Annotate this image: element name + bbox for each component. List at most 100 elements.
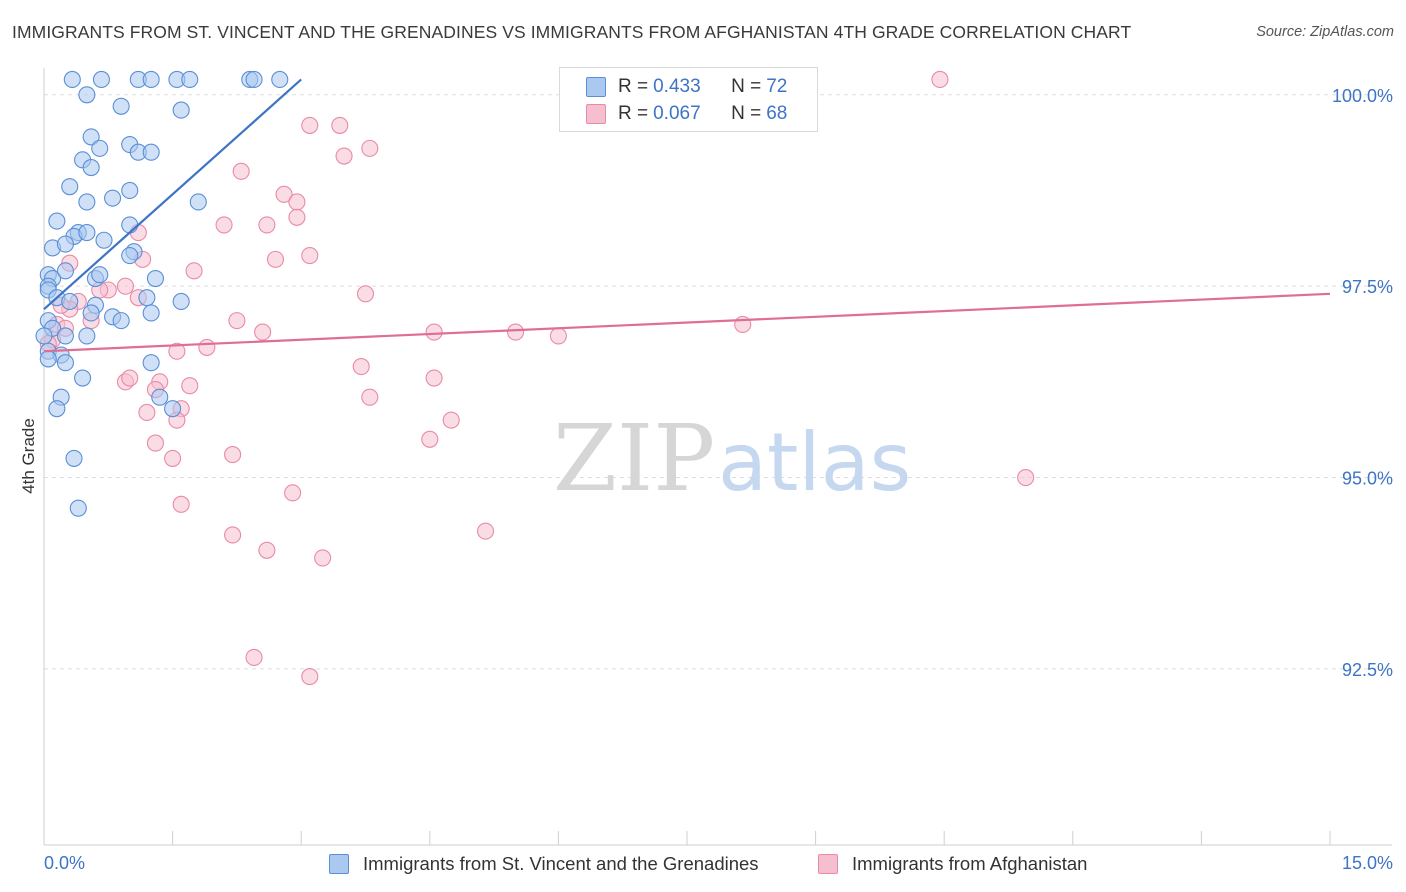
st-vincent-point	[142, 70, 160, 89]
afghanistan-point	[266, 250, 285, 268]
afghanistan-point	[356, 285, 375, 303]
series-swatch-blue	[329, 854, 349, 874]
legend-n-value: 68	[766, 103, 788, 124]
series-label-st-vincent: Immigrants from St. Vincent and the Gren…	[363, 853, 759, 874]
st-vincent-point	[92, 70, 110, 89]
watermark: ZIP atlas	[553, 405, 911, 512]
y-tick-label: 100.0%	[1332, 86, 1393, 106]
trend-lines	[43, 78, 1331, 353]
st-vincent-point	[82, 128, 100, 146]
afghanistan-point	[215, 216, 233, 234]
afghanistan-point	[288, 208, 306, 226]
afghanistan-point	[288, 193, 306, 211]
legend-n-value: 72	[766, 76, 788, 97]
st-vincent-point	[172, 292, 190, 311]
st-vincent-point	[78, 327, 96, 345]
afghanistan-point	[224, 446, 242, 464]
st-vincent-trend-line	[43, 78, 302, 310]
afghanistan-point	[931, 70, 949, 89]
afghanistan-point	[425, 323, 443, 341]
x-axis-ticks	[172, 831, 1331, 845]
st-vincent-point	[82, 158, 100, 177]
afghanistan-point	[476, 522, 495, 540]
st-vincent-point	[142, 354, 160, 372]
afghanistan-point	[352, 358, 370, 376]
gridlines	[44, 94, 1392, 670]
afghanistan-point	[361, 388, 379, 406]
afghanistan-point	[314, 549, 332, 567]
afghanistan-point	[116, 277, 134, 295]
afghanistan-point	[164, 449, 182, 467]
legend-r-label: R =	[618, 76, 649, 97]
st-vincent-point	[56, 327, 74, 345]
afghanistan-point	[172, 495, 190, 513]
series-swatch-pink	[818, 854, 838, 874]
afghanistan-trend-line	[43, 292, 1331, 353]
afghanistan-point	[198, 338, 216, 356]
st-vincent-point	[245, 70, 263, 89]
y-axis-label: 4th Grade	[19, 418, 38, 494]
afghanistan-point	[185, 262, 203, 280]
y-axis-tick-labels: 100.0% 97.5% 95.0% 92.5%	[1332, 86, 1393, 680]
st-vincent-point	[56, 262, 74, 280]
afghanistan-point	[549, 327, 567, 345]
afghanistan-point	[506, 323, 525, 341]
legend-r-value: 0.433	[653, 76, 701, 97]
st-vincent-point	[164, 400, 182, 418]
st-vincent-point	[181, 70, 199, 89]
st-vincent-point	[56, 354, 74, 372]
st-vincent-point	[91, 139, 109, 157]
afghanistan-point	[121, 369, 139, 387]
watermark-atlas: atlas	[718, 416, 911, 509]
afghanistan-point	[301, 668, 319, 686]
x-tick-label-max: 15.0%	[1342, 853, 1393, 873]
legend-n-label: N =	[731, 76, 762, 97]
st-vincent-point	[121, 181, 139, 200]
afghanistan-point	[361, 139, 379, 157]
afghanistan-point	[1017, 469, 1035, 487]
afghanistan-point	[442, 411, 460, 429]
st-vincent-point	[95, 231, 113, 249]
afghanistan-point	[301, 116, 319, 134]
legend-n-label: N =	[731, 103, 762, 124]
st-vincent-point	[146, 269, 165, 288]
st-vincent-point	[78, 193, 96, 211]
afghanistan-point	[181, 377, 199, 395]
afghanistan-point	[228, 312, 246, 330]
afghanistan-point	[258, 541, 276, 559]
st-vincent-point	[78, 224, 96, 242]
st-vincent-point	[121, 216, 139, 234]
series-st-vincent-points	[35, 70, 289, 517]
y-tick-label: 97.5%	[1342, 277, 1393, 297]
chart-title: IMMIGRANTS FROM ST. VINCENT AND THE GREN…	[12, 22, 1132, 42]
st-vincent-point	[189, 193, 207, 211]
st-vincent-point	[61, 292, 79, 311]
st-vincent-point	[142, 143, 160, 161]
correlation-legend: R = 0.433 N = 72 R = 0.067 N = 68	[559, 67, 818, 132]
afghanistan-point	[245, 648, 263, 666]
st-vincent-point	[39, 350, 57, 368]
y-tick-label: 92.5%	[1342, 660, 1393, 680]
afghanistan-point	[224, 526, 242, 544]
afghanistan-point	[425, 369, 443, 387]
series-label-afghanistan: Immigrants from Afghanistan	[852, 853, 1088, 874]
st-vincent-point	[78, 86, 96, 104]
st-vincent-point	[82, 304, 100, 322]
legend-r-label: R =	[618, 103, 649, 124]
afghanistan-point	[301, 247, 319, 265]
st-vincent-point	[91, 266, 109, 284]
afghanistan-point	[284, 484, 302, 502]
st-vincent-point	[35, 327, 53, 345]
legend-row-blue: R = 0.433 N = 72	[586, 74, 787, 100]
afghanistan-point	[421, 430, 439, 448]
st-vincent-point	[104, 189, 122, 207]
st-vincent-point	[74, 369, 92, 387]
st-vincent-point	[172, 101, 190, 119]
st-vincent-point	[142, 304, 160, 322]
afghanistan-point	[168, 342, 186, 360]
series-legend-afghanistan: Immigrants from Afghanistan	[818, 850, 1087, 878]
legend-swatch-blue	[586, 77, 606, 97]
st-vincent-point	[151, 388, 169, 406]
st-vincent-point	[69, 499, 87, 517]
